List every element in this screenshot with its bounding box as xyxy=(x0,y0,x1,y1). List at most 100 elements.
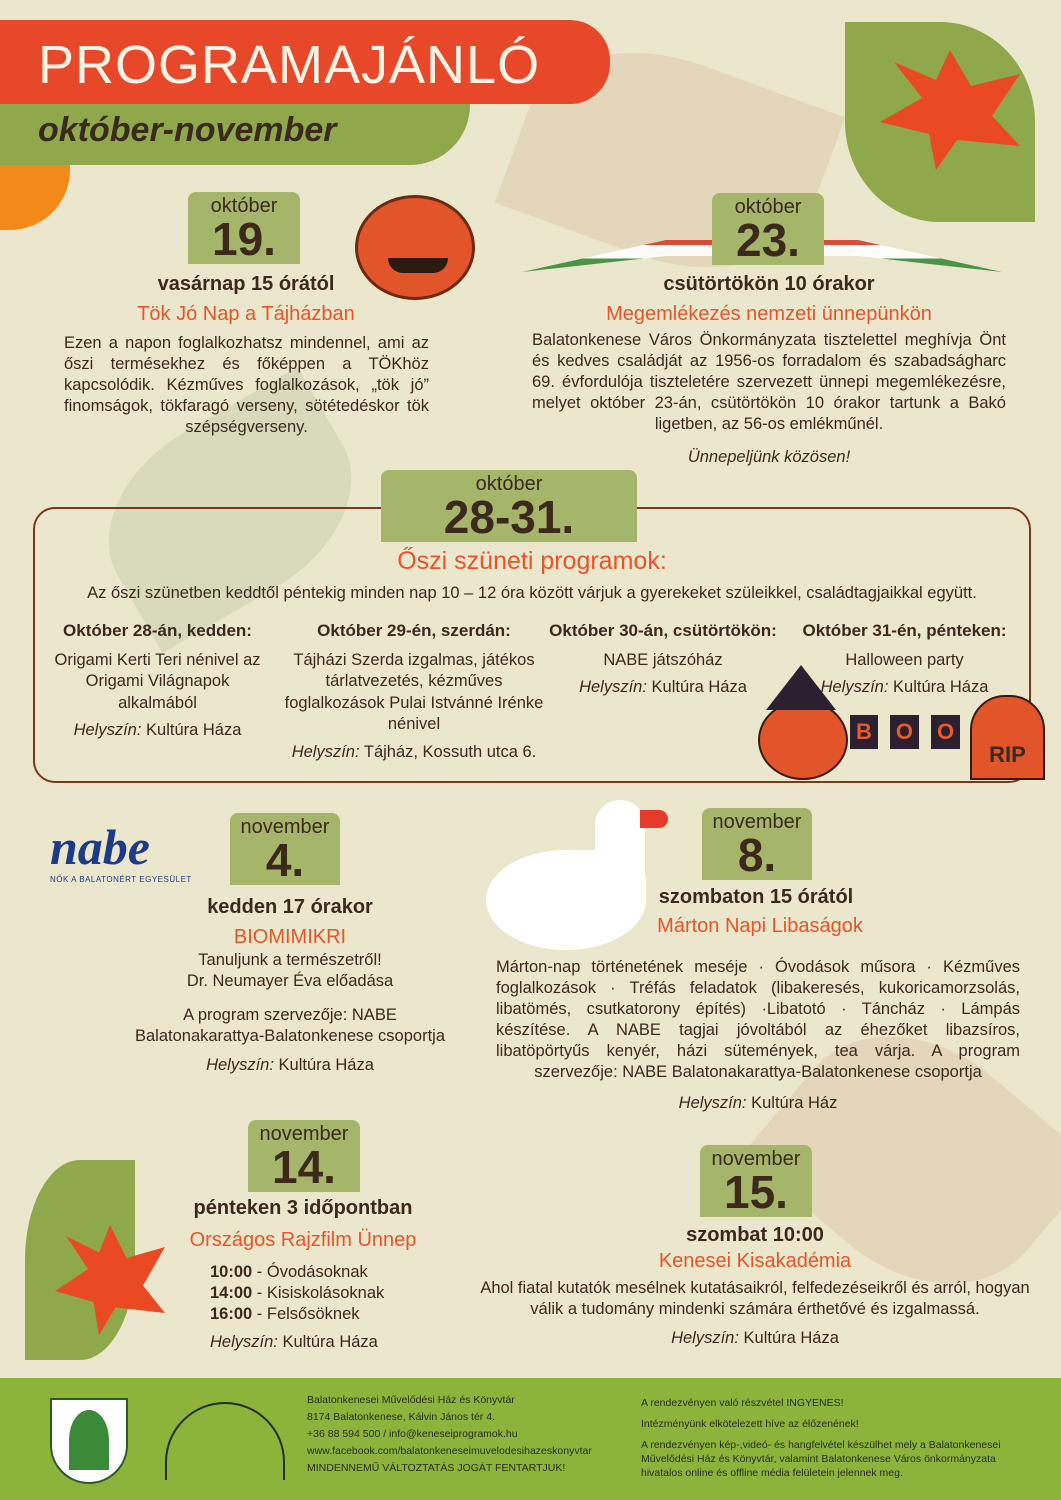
event-time: vasárnap 15 órától xyxy=(157,273,335,295)
break-day-heading: Október 30-án, csütörtökön: xyxy=(549,621,777,640)
event-title: Márton Napi Libaságok xyxy=(657,915,863,937)
footer-line: A rendezvényen való részvétel INGYENES! xyxy=(641,1397,844,1409)
event-time: kedden 17 órakor xyxy=(207,896,373,918)
date-month: november xyxy=(711,1148,801,1170)
break-day-text: Origami Kerti Teri nénivel az Origami Vi… xyxy=(54,650,261,712)
place: Kultúra Ház xyxy=(751,1094,838,1112)
event-title: Országos Rajzfilm Ünnep xyxy=(189,1229,417,1251)
event-title: Kenesei Kisakadémia xyxy=(658,1250,852,1272)
schedule-time: 16:00 xyxy=(210,1305,253,1323)
event-time: szombat 10:00 xyxy=(686,1224,824,1246)
subtitle-band: október-november xyxy=(0,95,470,165)
place: Kultúra Háza xyxy=(282,1333,378,1351)
date-day: 4. xyxy=(265,834,305,886)
place: Kultúra Háza xyxy=(146,721,242,739)
schedule-audience: - Kisiskolásoknak xyxy=(252,1284,385,1302)
place-label: Helyszín: xyxy=(73,721,142,739)
break-title: Őszi szüneti programok: xyxy=(397,547,667,575)
event-description: Márton-nap történetének meséje · Óvodáso… xyxy=(496,958,1020,1081)
place-label: Helyszín: xyxy=(579,678,647,696)
page-title: PROGRAMAJÁNLÓ xyxy=(38,35,541,95)
date-badge: október 23. xyxy=(712,193,824,265)
footer-line: 8174 Balatonkenese, Kálvin János tér 4. xyxy=(307,1411,495,1423)
break-day: Október 31-én, pénteken: Halloween party H… xyxy=(792,620,1017,699)
place-label: Helyszín: xyxy=(206,1056,274,1074)
schedule-audience: - Óvodásoknak xyxy=(252,1263,368,1281)
footer-line: +36 88 594 500 / info@keneseiprogramok.h… xyxy=(307,1428,518,1440)
event-line: Tanuljunk a természetről! xyxy=(198,951,382,969)
date-day: 14. xyxy=(272,1141,336,1193)
break-day: Október 30-án, csütörtökön: NABE játszóhá… xyxy=(538,620,788,699)
event-time: csütörtökön 10 órakor xyxy=(663,273,875,295)
date-month: október xyxy=(475,473,543,495)
date-badge: november 15. xyxy=(700,1145,812,1217)
break-day-heading: Október 28-án, kedden: xyxy=(63,621,252,640)
event-closing: Ünnepeljünk közösen! xyxy=(687,448,851,466)
event-title: BIOMIMIKRI xyxy=(233,926,347,948)
tombstone-icon: RIP xyxy=(970,695,1045,780)
break-day-heading: Október 29-én, szerdán: xyxy=(317,621,511,640)
schedule: 10:00 - Óvodásoknak 14:00 - Kisiskolások… xyxy=(210,1262,470,1353)
place-label: Helyszín: xyxy=(671,1329,739,1347)
header-band: PROGRAMAJÁNLÓ xyxy=(0,20,610,104)
date-badge: november 4. xyxy=(230,813,340,885)
break-day-text: Halloween party xyxy=(845,650,964,669)
date-day: 8. xyxy=(737,829,777,881)
boo-letter: O xyxy=(889,715,920,749)
date-day: 28-31. xyxy=(443,491,575,543)
date-month: november xyxy=(240,816,330,838)
footer-contact: Balatonkenesei Művelődési Ház és Könyvtá… xyxy=(307,1392,637,1477)
event-organizer: Balatonakarattya-Balatonkenese csoportja xyxy=(134,1027,446,1045)
subtitle: október-november xyxy=(38,111,337,149)
event-time: pénteken 3 időpontban xyxy=(193,1197,413,1219)
event-line: Dr. Neumayer Éva előadása xyxy=(186,972,394,990)
pumpkin-icon xyxy=(355,195,475,300)
event-title: Tök Jó Nap a Tájházban xyxy=(137,303,355,325)
break-day: Október 29-én, szerdán: Tájházi Szerda iz… xyxy=(282,620,546,763)
date-month: november xyxy=(259,1123,349,1145)
boo-letter: B xyxy=(850,715,878,749)
break-day-heading: Október 31-én, pénteken: xyxy=(802,621,1007,640)
event-description: Ezen a napon foglalkozhatsz mindennel, a… xyxy=(64,334,429,436)
event-organizer: A program szervezője: NABE xyxy=(183,1006,397,1024)
place: Kultúra Háza xyxy=(893,678,989,696)
footer-line: Intézményünk elkötelezett híve az élőzen… xyxy=(641,1418,859,1430)
place-label: Helyszín: xyxy=(210,1333,278,1351)
date-month: október xyxy=(210,195,278,217)
break-intro: Az őszi szünetben keddtől péntekig minde… xyxy=(87,584,977,602)
event-title: Megemlékezés nemzeti ünnepünkön xyxy=(606,303,932,325)
event-time: szombaton 15 órától xyxy=(658,886,854,908)
halloween-pumpkin-icon xyxy=(758,700,848,780)
footer-line: A rendezvényen kép-,videó- és hangfelvét… xyxy=(641,1439,1001,1479)
date-day: 19. xyxy=(212,213,276,265)
date-month: november xyxy=(712,811,802,833)
date-day: 15. xyxy=(724,1166,788,1218)
date-badge: október 19. xyxy=(188,192,300,264)
place: Tájház, Kossuth utca 6. xyxy=(363,742,537,761)
date-month: október xyxy=(734,196,802,218)
place: Kultúra Háza xyxy=(651,678,747,696)
date-day: 23. xyxy=(736,214,800,266)
place-label: Helyszín: xyxy=(820,678,889,696)
nabe-logo-subtitle: Nők a Balatonért Egyesület xyxy=(50,875,192,884)
schedule-time: 14:00 xyxy=(210,1284,253,1302)
footer-notes: A rendezvényen való részvétel INGYENES! … xyxy=(641,1396,1021,1480)
place-label: Helyszín: xyxy=(678,1094,747,1112)
place: Kultúra Háza xyxy=(278,1056,374,1074)
footer-line: Balatonkenesei Művelődési Ház és Könyvtá… xyxy=(307,1394,515,1406)
date-badge: október 28-31. xyxy=(381,470,637,542)
date-badge: november 8. xyxy=(702,808,812,880)
place: Kultúra Háza xyxy=(743,1329,839,1347)
break-day-text: NABE játszóház xyxy=(603,650,723,669)
boo-letter: O xyxy=(931,715,961,749)
place-label: Helyszín: xyxy=(291,742,360,761)
event-description: Tanuljunk a természetről! Dr. Neumayer Év… xyxy=(130,950,450,1076)
schedule-audience: - Felsősöknek xyxy=(252,1305,360,1323)
event-description: Ahol fiatal kutatók mesélnek kutatásaikr… xyxy=(480,1279,1030,1318)
footer-line: MINDENNEMŰ VÁLTOZTATÁS JOGÁT FENTARTJUK! xyxy=(307,1462,566,1474)
break-day: Október 28-án, kedden: Origami Kerti Teri… xyxy=(45,620,270,742)
goose-neck xyxy=(595,800,645,890)
break-day-text: Tájházi Szerda izgalmas, játékos tárlatv… xyxy=(284,650,544,734)
nabe-logo: nabe Nők a Balatonért Egyesület xyxy=(28,820,208,895)
